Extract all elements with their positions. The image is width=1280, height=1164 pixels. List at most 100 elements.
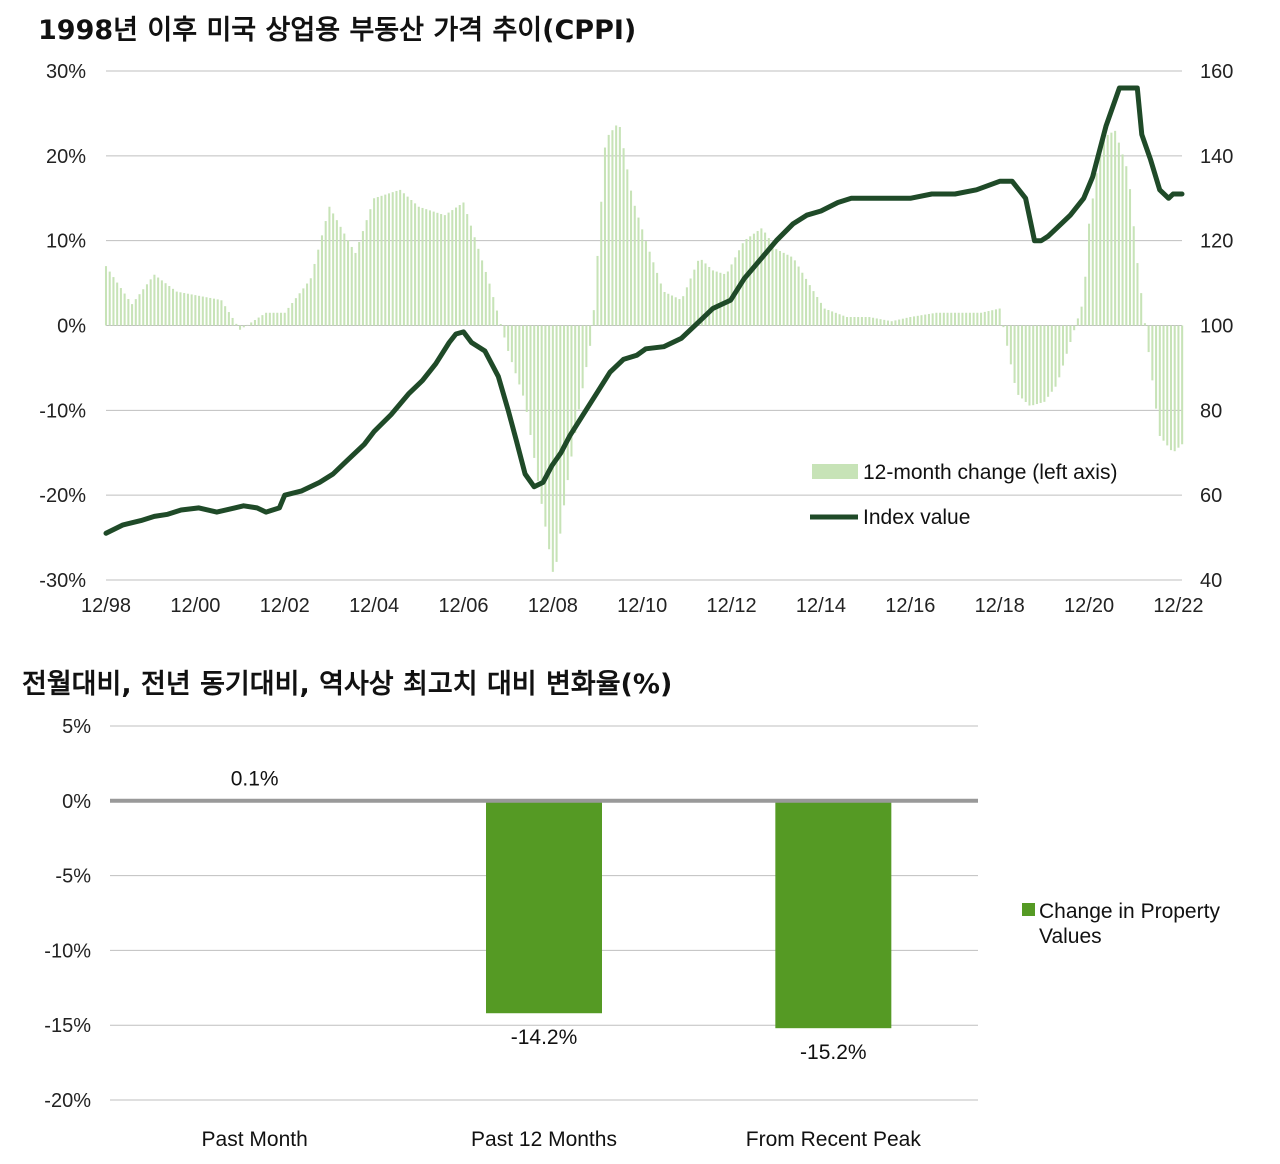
change-bar <box>767 238 770 326</box>
change-bar <box>417 206 420 326</box>
change-bar <box>250 322 253 326</box>
change-bar <box>600 201 603 326</box>
change-bar <box>261 315 264 326</box>
change-bar <box>533 325 536 458</box>
change-bar <box>793 260 796 326</box>
change-bar <box>693 269 696 326</box>
change-bar <box>384 194 387 326</box>
change-bar <box>209 297 212 326</box>
change-bar <box>801 272 804 326</box>
right-axis-tick: 140 <box>1200 146 1233 168</box>
change-bar <box>198 295 201 326</box>
legend-swatch <box>1022 903 1035 916</box>
change-bar <box>358 242 361 326</box>
change-bar <box>410 200 413 326</box>
change-bar <box>924 314 927 326</box>
right-axis-tick: 160 <box>1200 61 1233 83</box>
change-bar <box>164 283 167 326</box>
change-bar <box>555 325 558 562</box>
change-bar <box>276 312 279 326</box>
right-axis-tick: 100 <box>1200 316 1233 338</box>
change-bar <box>905 317 908 326</box>
change-bar <box>603 147 606 326</box>
change-bar <box>845 317 849 326</box>
change-bar <box>778 251 782 326</box>
change-bar <box>1099 147 1102 326</box>
change-bar <box>980 312 983 326</box>
change-bar <box>749 236 752 326</box>
change-bar <box>175 291 178 326</box>
change-bar <box>864 317 867 326</box>
change-bar <box>306 283 309 326</box>
change-bar <box>272 312 275 326</box>
change-bar <box>369 209 372 326</box>
change-bar <box>380 195 383 326</box>
change-bar <box>514 325 517 374</box>
x-axis-tick: 12/06 <box>438 595 488 617</box>
x-axis-tick: 12/08 <box>528 595 578 617</box>
change-bar <box>1151 325 1154 381</box>
left-axis-tick: -10% <box>39 400 86 422</box>
change-bar <box>760 228 763 326</box>
change-bar <box>1065 325 1068 354</box>
change-bar <box>332 213 335 326</box>
change-bar <box>1061 325 1065 366</box>
change-bar <box>399 189 402 326</box>
change-bar <box>1125 166 1128 326</box>
change-bar <box>615 125 618 326</box>
change-bar <box>495 310 499 326</box>
change-bar <box>1073 325 1076 331</box>
change-bar <box>149 279 152 326</box>
change-bar <box>883 319 886 326</box>
change-bar <box>1140 293 1143 326</box>
change-bar <box>1128 189 1132 326</box>
change-bar <box>216 299 219 326</box>
right-axis-tick: 40 <box>1200 570 1222 592</box>
change-bar <box>939 312 942 326</box>
change-bar <box>443 215 446 326</box>
change-bar <box>1024 325 1027 402</box>
change-bar <box>499 324 502 326</box>
change-bar <box>641 229 644 326</box>
change-bar <box>782 252 785 326</box>
change-bar <box>540 325 543 504</box>
change-bar <box>935 312 938 326</box>
chart-1-title: 1998년 이후 미국 상업용 부동산 가격 추이(CPPI) <box>38 15 637 46</box>
change-bar <box>414 203 417 326</box>
change-bar <box>786 254 789 326</box>
change-bar <box>808 285 811 326</box>
change-bar <box>224 306 227 326</box>
change-bar <box>186 293 189 326</box>
change-bar <box>451 210 454 326</box>
chart-2-title: 전월대비, 전년 동기대비, 역사상 최고치 대비 변화율(%) <box>22 669 673 700</box>
index-value-line <box>103 85 1185 536</box>
change-bar <box>1076 318 1079 326</box>
change-bar <box>425 209 428 326</box>
category-label: Past Month <box>202 1128 308 1151</box>
change-bar <box>518 325 521 385</box>
change-bar <box>931 313 934 326</box>
change-bar <box>953 312 957 326</box>
change-bar <box>428 210 431 326</box>
change-bar <box>715 271 718 326</box>
change-bar <box>927 313 930 326</box>
change-bar <box>719 272 722 326</box>
change-bar <box>242 325 245 328</box>
change-bar <box>134 299 137 326</box>
x-axis-tick: 12/16 <box>885 595 935 617</box>
x-axis-tick: 12/10 <box>617 595 667 617</box>
change-bar <box>1058 325 1061 378</box>
change-bar <box>659 283 662 326</box>
change-bar <box>842 315 845 326</box>
change-bar <box>339 226 342 326</box>
data-label: -14.2% <box>511 1026 578 1049</box>
change-bar <box>950 312 953 326</box>
change-bar <box>123 293 126 326</box>
change-bar <box>194 295 197 326</box>
change-bar <box>872 317 875 326</box>
change-bar <box>618 126 621 326</box>
change-bar <box>168 286 171 326</box>
change-bar <box>622 148 625 326</box>
change-bar <box>611 130 614 326</box>
change-bar <box>317 249 320 326</box>
